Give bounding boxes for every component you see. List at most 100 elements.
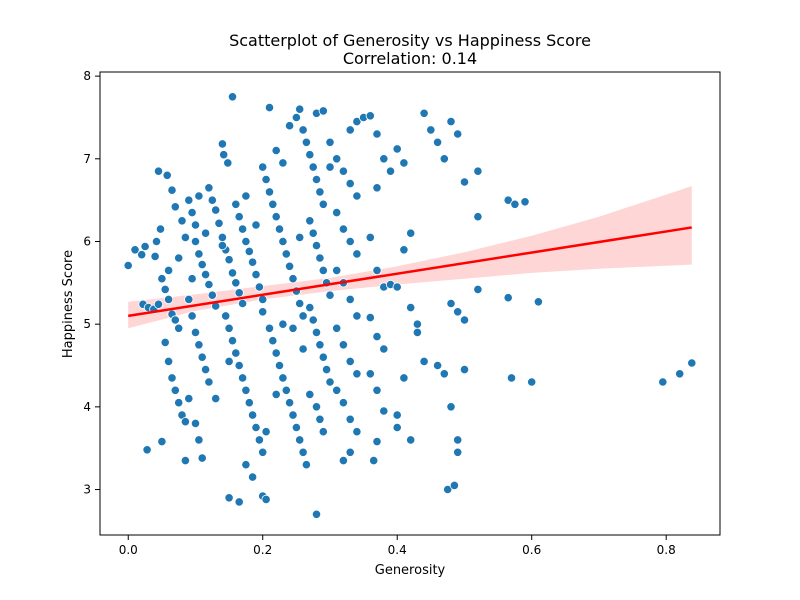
data-point [338, 398, 348, 408]
data-point [238, 373, 248, 383]
regression-layer [128, 226, 692, 318]
data-point [449, 480, 459, 490]
data-point [345, 179, 355, 189]
data-point [241, 385, 251, 395]
data-point [301, 137, 311, 147]
data-point [278, 319, 288, 329]
data-point [338, 340, 348, 350]
chart-title: Scatterplot of Generosity vs Happiness S… [229, 31, 591, 50]
data-point [207, 290, 217, 300]
data-point [399, 158, 409, 168]
data-point [473, 166, 483, 176]
data-point [345, 356, 355, 366]
data-point [308, 162, 318, 172]
data-point [177, 216, 187, 226]
data-point [174, 398, 184, 408]
data-point [305, 150, 315, 160]
data-point [164, 265, 174, 275]
data-point [157, 274, 167, 284]
data-point [151, 236, 162, 247]
data-point [325, 290, 335, 300]
data-point [164, 356, 174, 366]
data-point [274, 360, 285, 371]
data-point [278, 158, 288, 168]
data-point [234, 360, 244, 371]
chart-subtitle: Correlation: 0.14 [343, 49, 477, 68]
data-point [308, 315, 318, 325]
data-point [446, 402, 456, 412]
data-point [365, 369, 375, 379]
data-point [264, 187, 275, 197]
data-point [439, 369, 449, 379]
data-point [446, 117, 456, 127]
data-point [352, 117, 362, 127]
data-point [311, 402, 322, 412]
data-point [261, 174, 271, 185]
data-point [238, 224, 248, 234]
data-point [301, 460, 311, 470]
data-point [325, 377, 335, 387]
data-point [244, 398, 254, 408]
data-point [459, 364, 470, 375]
data-point [180, 455, 190, 466]
data-point [311, 509, 322, 519]
data-point [533, 297, 544, 307]
data-point [345, 414, 355, 424]
y-axis-label: Happiness Score [61, 250, 76, 358]
data-point [123, 260, 133, 271]
data-point [426, 125, 436, 135]
data-point [160, 284, 170, 294]
data-point [204, 377, 214, 387]
data-point [231, 348, 241, 358]
data-point [432, 137, 443, 147]
plot-frame [99, 71, 721, 536]
data-point [264, 103, 275, 113]
data-point [305, 302, 315, 313]
x-tick-label: 0.8 [657, 543, 676, 557]
data-point [318, 199, 328, 209]
data-point [174, 323, 184, 333]
data-point [372, 183, 382, 193]
data-point [345, 236, 355, 247]
data-point [315, 253, 325, 263]
regression-line [128, 226, 692, 318]
data-point [231, 199, 241, 209]
data-point [214, 218, 224, 228]
data-point [190, 418, 201, 428]
data-point [332, 385, 342, 395]
data-point [241, 191, 251, 201]
data-point [419, 108, 429, 118]
data-point [298, 447, 308, 457]
data-point [197, 259, 207, 270]
data-point [406, 302, 416, 313]
data-point [197, 453, 207, 463]
data-point [224, 356, 234, 366]
data-point [352, 427, 362, 437]
data-point [137, 250, 147, 260]
data-point [352, 369, 362, 379]
data-point [221, 311, 231, 321]
data-point [157, 436, 167, 447]
data-point [254, 435, 264, 445]
data-point [227, 92, 238, 102]
data-point [224, 255, 234, 265]
data-point [315, 187, 325, 197]
data-point [238, 298, 248, 309]
data-point [224, 323, 234, 333]
data-point [194, 340, 204, 350]
data-point [453, 447, 463, 457]
data-point [258, 162, 268, 172]
data-point [321, 364, 332, 375]
data-point [503, 293, 513, 303]
data-point [217, 241, 227, 251]
data-point [372, 129, 382, 139]
data-point [248, 472, 258, 482]
data-point [264, 323, 275, 333]
data-point [473, 212, 483, 222]
data-point [406, 228, 416, 238]
data-point [271, 348, 281, 358]
data-point [278, 236, 288, 247]
data-point [392, 422, 402, 433]
data-point [291, 422, 301, 433]
data-point [443, 484, 453, 495]
